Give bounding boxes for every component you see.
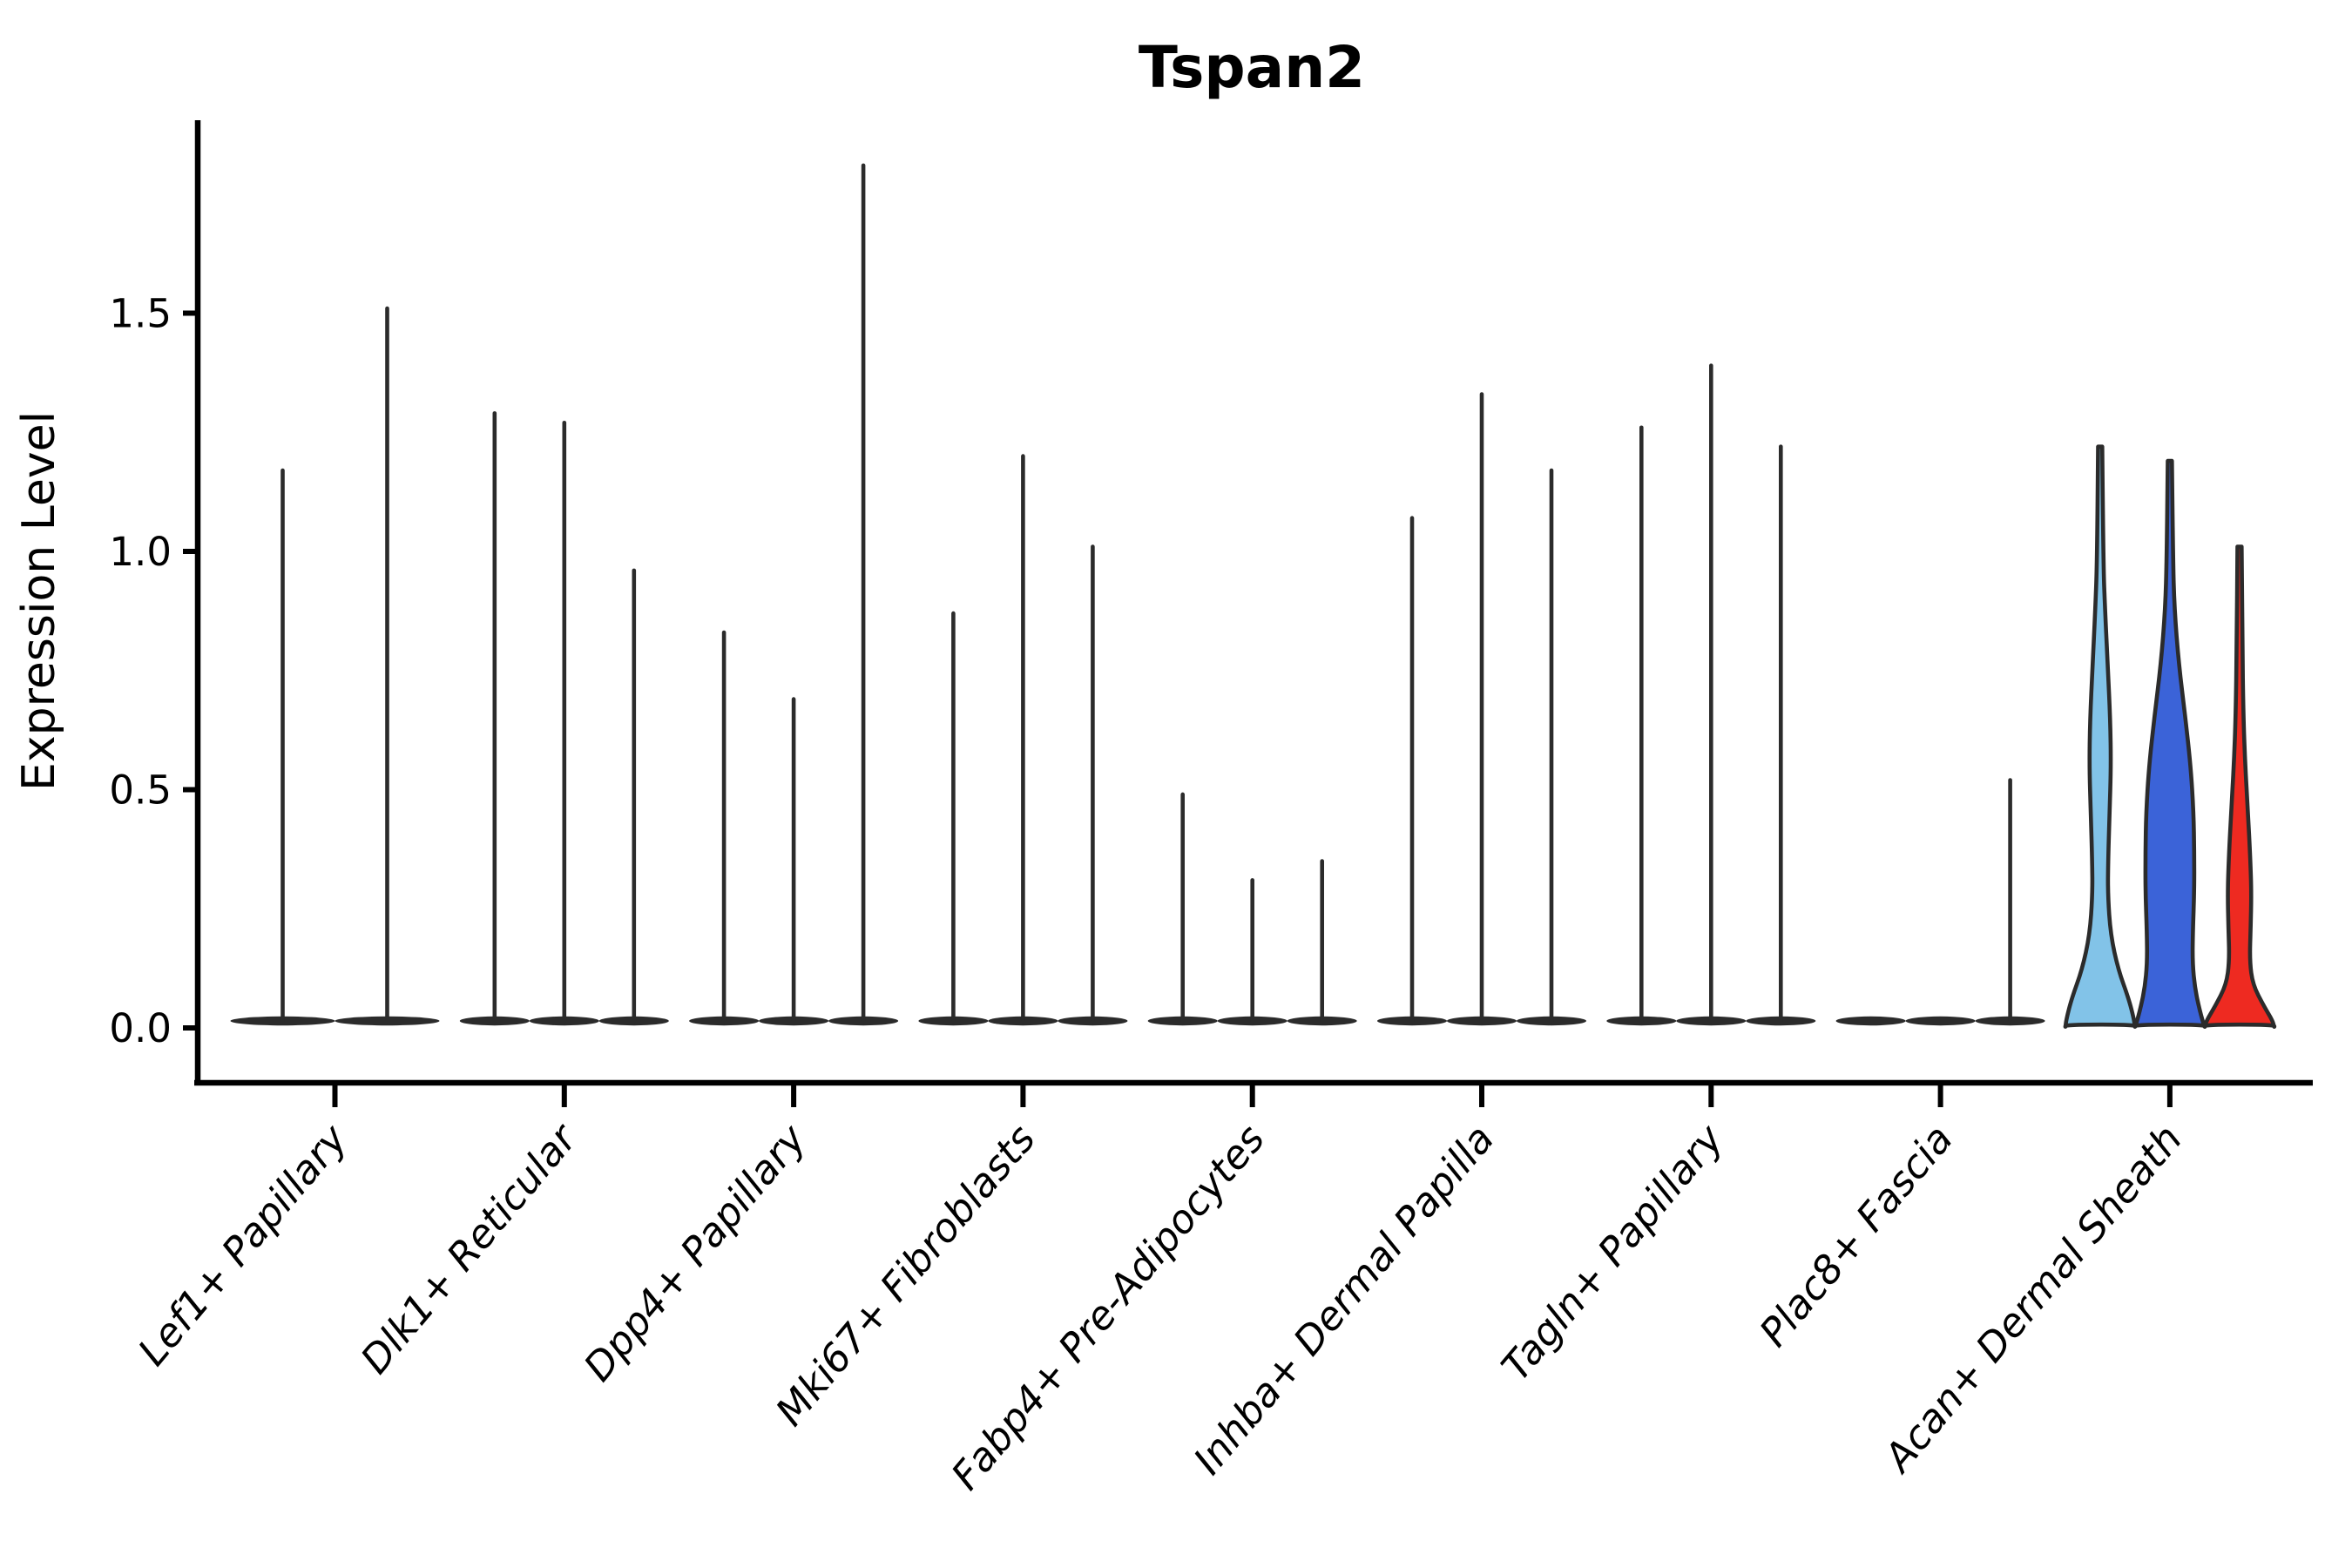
violin-group	[1606, 363, 1816, 1026]
violin-group	[1835, 778, 2045, 1026]
x-tick-label: Tagln+ Papillary	[1492, 1115, 1733, 1389]
y-tick-label: 1.5	[109, 291, 172, 337]
x-tick-label: Dlk1+ Reticular	[352, 1114, 587, 1382]
y-tick-label: 1.0	[109, 529, 172, 575]
y-tick-label: 0.5	[109, 767, 172, 814]
x-tick-label: Lef1+ Papillary	[129, 1115, 357, 1375]
y-axis-label: Expression Level	[13, 411, 65, 791]
violin-group	[1147, 792, 1357, 1026]
violin-group	[459, 411, 669, 1026]
violin-filled	[2063, 444, 2138, 1029]
x-tick-label: Mki67+ Fibroblasts	[767, 1116, 1044, 1435]
violin-base	[1835, 1016, 1906, 1026]
chart-title: Tspan2	[1139, 34, 1365, 101]
violin-base	[1905, 1016, 1976, 1026]
violin-group	[918, 454, 1128, 1026]
violin-layer	[230, 163, 2277, 1029]
violin-filled	[2202, 544, 2277, 1029]
violin-group	[689, 163, 899, 1026]
y-tick-label: 0.0	[109, 1005, 172, 1051]
violin-group	[2063, 444, 2277, 1029]
axes-layer	[183, 120, 2313, 1107]
violin-group	[1377, 392, 1586, 1026]
x-tick-label: Plac8+ Fascia	[1750, 1116, 1962, 1355]
violin-filled	[2132, 458, 2207, 1029]
x-tick-label: Dpp4+ Papillary	[575, 1115, 816, 1389]
violin-group	[230, 306, 440, 1026]
